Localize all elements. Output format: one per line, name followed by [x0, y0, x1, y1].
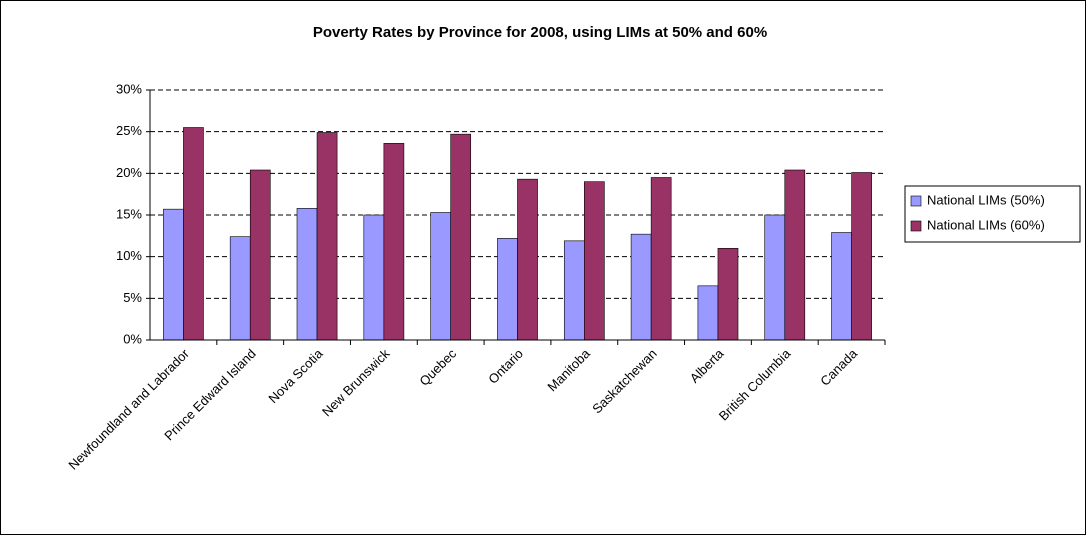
legend-label: National LIMs (60%) [927, 217, 1045, 232]
bar [249, 169, 271, 341]
bar [851, 172, 872, 341]
bar [363, 214, 385, 341]
legend-box [904, 185, 1081, 243]
legend-label: National LIMs (50%) [927, 192, 1045, 207]
bar [764, 214, 786, 341]
bar [831, 232, 852, 341]
bar [229, 236, 251, 341]
bar [430, 212, 451, 341]
bar [450, 133, 472, 341]
y-tick-label: 20% [116, 165, 142, 180]
y-tick-label: 10% [116, 248, 142, 263]
bar [563, 240, 585, 341]
bar [584, 181, 605, 341]
legend-swatch [910, 195, 922, 207]
bar [183, 127, 204, 341]
y-tick-label: 15% [116, 206, 142, 221]
bar [517, 178, 538, 341]
bar [630, 233, 652, 341]
bar [296, 208, 318, 341]
bar [650, 177, 672, 341]
bar [717, 248, 739, 341]
legend-swatch [910, 220, 922, 232]
bar [697, 285, 719, 341]
bar [497, 238, 518, 341]
bar [383, 143, 405, 341]
chart-title: Poverty Rates by Province for 2008, usin… [313, 24, 767, 41]
bar [316, 132, 338, 341]
y-tick-label: 0% [123, 331, 142, 346]
y-tick-label: 5% [123, 290, 142, 305]
y-tick-label: 25% [116, 123, 142, 138]
bar [784, 169, 806, 341]
bar [163, 208, 184, 341]
y-tick-label: 30% [116, 81, 142, 96]
